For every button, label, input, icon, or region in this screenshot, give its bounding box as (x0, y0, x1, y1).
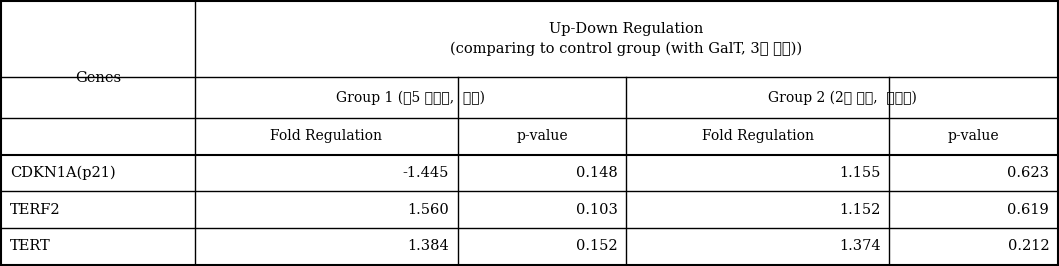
Text: TERF2: TERF2 (10, 203, 60, 217)
Text: 0.148: 0.148 (576, 166, 617, 180)
Text: 0.152: 0.152 (576, 239, 617, 253)
Text: 0.623: 0.623 (1007, 166, 1049, 180)
Text: Group 2 (2살 이상,  헤테로): Group 2 (2살 이상, 헤테로) (768, 90, 916, 105)
Text: Fold Regulation: Fold Regulation (270, 129, 382, 143)
Text: 0.212: 0.212 (1007, 239, 1049, 253)
Text: -1.445: -1.445 (402, 166, 449, 180)
Text: 1.384: 1.384 (408, 239, 449, 253)
Text: Up-Down Regulation
(comparing to control group (with GalT, 3살 이상)): Up-Down Regulation (comparing to control… (450, 22, 803, 56)
Text: Fold Regulation: Fold Regulation (702, 129, 813, 143)
Text: TERT: TERT (10, 239, 51, 253)
Text: 1.374: 1.374 (839, 239, 880, 253)
Text: 0.103: 0.103 (576, 203, 617, 217)
Text: 1.152: 1.152 (839, 203, 880, 217)
Text: CDKN1A(p21): CDKN1A(p21) (10, 166, 115, 180)
Text: 0.619: 0.619 (1007, 203, 1049, 217)
Text: p-value: p-value (516, 129, 568, 143)
Text: 1.560: 1.560 (408, 203, 449, 217)
Text: 1.155: 1.155 (839, 166, 880, 180)
Text: Group 1 (～5 개월령,  호모): Group 1 (～5 개월령, 호모) (337, 90, 485, 105)
Text: p-value: p-value (948, 129, 999, 143)
Text: Genes: Genes (75, 71, 122, 85)
